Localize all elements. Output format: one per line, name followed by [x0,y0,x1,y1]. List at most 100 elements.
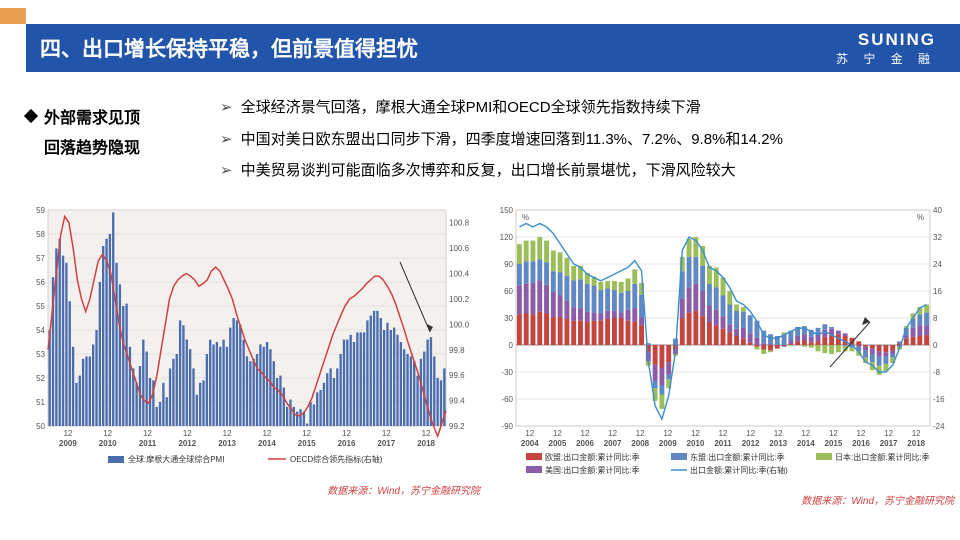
svg-text:12: 12 [691,429,700,438]
svg-text:12: 12 [912,429,921,438]
chart-export: -90-60-300306090120150-24-16-80816243240… [490,202,954,507]
svg-text:-90: -90 [501,422,513,431]
svg-text:2009: 2009 [659,439,677,448]
svg-text:16: 16 [933,287,942,296]
svg-text:8: 8 [933,314,938,323]
svg-text:12: 12 [801,429,810,438]
chart-export-svg: -90-60-300306090120150-24-16-80816243240… [490,202,954,492]
svg-text:52: 52 [36,374,45,383]
svg-text:0: 0 [509,341,514,350]
svg-text:2004: 2004 [521,439,539,448]
summary-line2: 回落趋势隐现 [44,140,140,157]
svg-text:12: 12 [663,429,672,438]
svg-text:美国:出口金额:累计同比:季: 美国:出口金额:累计同比:季 [545,465,640,475]
chevron-icon: ➢ [220,155,233,187]
svg-text:12: 12 [223,429,232,438]
svg-text:99.4: 99.4 [449,397,465,406]
source-text: 数据来源：Wind，苏宁金融研究院 [490,492,954,507]
svg-text:2011: 2011 [139,439,157,448]
svg-text:12: 12 [608,429,617,438]
summary-block: 外部需求见顶 回落趋势隐现 [26,104,140,165]
charts-row: 5051525354555657585999.299.499.699.8100.… [20,202,954,507]
svg-text:12: 12 [525,429,534,438]
svg-text:12: 12 [774,429,783,438]
svg-text:24: 24 [933,260,942,269]
svg-text:12: 12 [302,429,311,438]
svg-text:100.4: 100.4 [449,270,470,279]
svg-text:12: 12 [342,429,351,438]
svg-text:2018: 2018 [417,439,435,448]
svg-text:-8: -8 [933,368,941,377]
svg-text:40: 40 [933,206,942,215]
brand-cn: 苏 宁 金 融 [836,50,936,67]
svg-text:-30: -30 [501,368,513,377]
svg-text:-24: -24 [933,422,945,431]
svg-text:2005: 2005 [549,439,567,448]
svg-text:2009: 2009 [59,439,77,448]
source-text: 数据来源：Wind，苏宁金融研究院 [20,482,480,497]
page-title: 四、出口增长保持平稳，但前景值得担忧 [40,33,418,63]
header: 四、出口增长保持平稳，但前景值得担忧 SUNING 苏 宁 金 融 [26,24,960,72]
svg-text:2017: 2017 [880,439,898,448]
svg-text:54: 54 [36,326,45,335]
svg-text:2016: 2016 [852,439,870,448]
svg-text:12: 12 [143,429,152,438]
svg-text:12: 12 [857,429,866,438]
svg-text:100.8: 100.8 [449,219,470,228]
svg-text:2014: 2014 [258,439,276,448]
svg-text:欧盟:出口金额:累计同比:季: 欧盟:出口金额:累计同比:季 [545,452,640,462]
bullet-list: ➢全球经济景气回落，摩根大通全球PMI和OECD全球领先指数持续下滑 ➢中国对美… [220,92,783,187]
svg-text:2012: 2012 [178,439,196,448]
svg-text:12: 12 [382,429,391,438]
svg-text:2014: 2014 [797,439,815,448]
summary-line1: 外部需求见顶 [44,110,140,127]
brand-en: SUNING [836,30,936,50]
svg-text:12: 12 [183,429,192,438]
svg-text:12: 12 [553,429,562,438]
svg-text:60: 60 [504,287,513,296]
svg-text:55: 55 [36,302,45,311]
svg-text:-16: -16 [933,395,945,404]
bullet-text: 中美贸易谈判可能面临多次博弈和反复，出口增长前景堪忧，下滑风险较大 [241,155,736,187]
svg-text:100.6: 100.6 [449,244,470,253]
svg-text:120: 120 [500,233,514,242]
svg-text:57: 57 [36,254,45,263]
svg-text:2007: 2007 [604,439,622,448]
svg-text:日本:出口金额:累计同比:季: 日本:出口金额:累计同比:季 [835,452,930,462]
svg-text:2018: 2018 [907,439,925,448]
svg-text:%: % [522,213,529,222]
chevron-icon: ➢ [220,92,233,124]
svg-text:12: 12 [262,429,271,438]
chart-pmi-svg: 5051525354555657585999.299.499.699.8100.… [20,202,480,482]
svg-text:58: 58 [36,230,45,239]
chart-pmi: 5051525354555657585999.299.499.699.8100.… [20,202,480,507]
svg-text:12: 12 [422,429,431,438]
accent-tab [0,8,26,24]
svg-text:2016: 2016 [338,439,356,448]
svg-text:12: 12 [103,429,112,438]
svg-text:32: 32 [933,233,942,242]
svg-text:2013: 2013 [218,439,236,448]
svg-text:12: 12 [884,429,893,438]
svg-text:99.2: 99.2 [449,422,465,431]
svg-text:2013: 2013 [769,439,787,448]
svg-text:59: 59 [36,206,45,215]
svg-text:2010: 2010 [99,439,117,448]
svg-text:OECD综合领先指标(右轴): OECD综合领先指标(右轴) [290,454,383,464]
bullet-text: 全球经济景气回落，摩根大通全球PMI和OECD全球领先指数持续下滑 [241,92,701,124]
svg-text:0: 0 [933,341,938,350]
svg-text:12: 12 [63,429,72,438]
svg-text:12: 12 [581,429,590,438]
svg-text:2008: 2008 [631,439,649,448]
svg-text:12: 12 [829,429,838,438]
chevron-icon: ➢ [220,124,233,156]
svg-text:2017: 2017 [377,439,395,448]
svg-text:2015: 2015 [825,439,843,448]
svg-text:56: 56 [36,278,45,287]
svg-text:12: 12 [746,429,755,438]
svg-text:12: 12 [719,429,728,438]
svg-text:2012: 2012 [742,439,760,448]
svg-text:51: 51 [36,398,45,407]
svg-text:90: 90 [504,260,513,269]
svg-text:东盟:出口金额:累计同比:季: 东盟:出口金额:累计同比:季 [690,452,785,462]
